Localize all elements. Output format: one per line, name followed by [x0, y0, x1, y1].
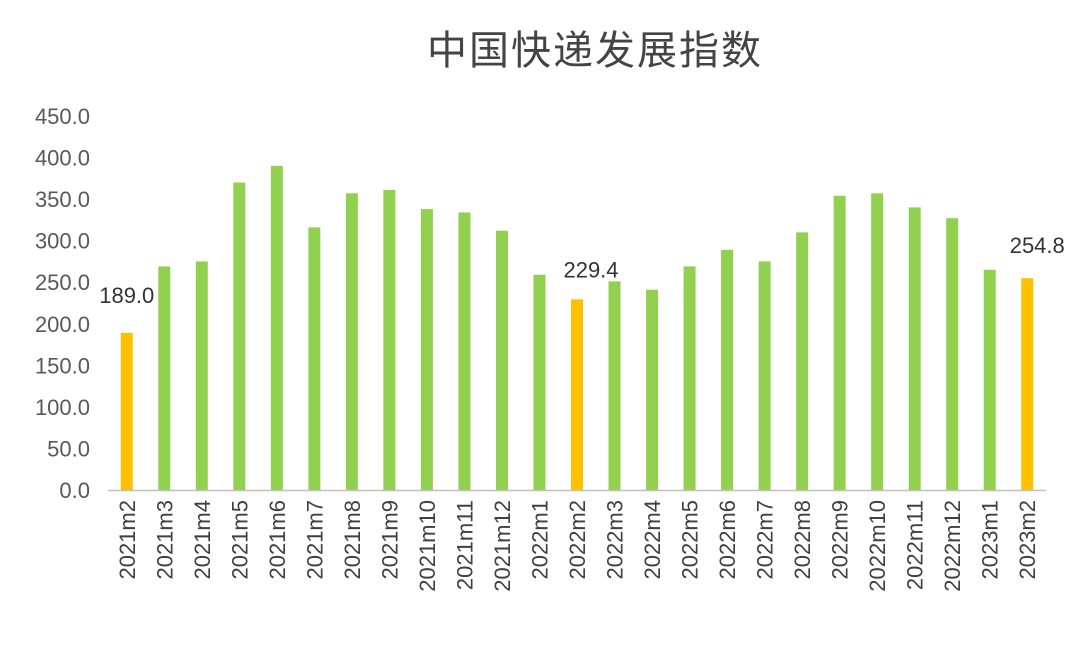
x-tick-label: 2021m8 — [340, 500, 365, 580]
bar-2022m10 — [871, 193, 884, 490]
x-tick-label: 2022m3 — [603, 500, 628, 580]
bar-2022m2 — [571, 299, 583, 490]
x-tick-label: 2022m6 — [715, 500, 740, 580]
bar-2023m1 — [983, 269, 996, 490]
x-tick-label: 2021m9 — [377, 500, 402, 580]
y-tick-label: 300.0 — [35, 229, 90, 254]
bar-2023m2 — [1021, 278, 1034, 490]
bar-2022m5 — [683, 266, 696, 490]
bar-2022m4 — [646, 289, 659, 490]
y-tick-label: 350.0 — [35, 187, 90, 212]
x-tick-label: 2021m7 — [302, 500, 327, 580]
bar-2021m10 — [420, 209, 433, 490]
x-tick-label: 2022m12 — [940, 500, 965, 592]
bar-2021m8 — [345, 193, 358, 490]
bar-2021m12 — [495, 230, 508, 490]
x-tick-label: 2022m1 — [527, 500, 552, 580]
y-tick-label: 250.0 — [35, 270, 90, 295]
y-tick-label: 400.0 — [35, 146, 90, 171]
x-tick-label: 2021m2 — [115, 500, 140, 580]
bar-2022m1 — [533, 274, 546, 490]
x-tick-label: 2021m11 — [452, 500, 477, 590]
x-tick-label: 2022m5 — [678, 500, 703, 580]
x-tick-label: 2021m6 — [265, 500, 290, 580]
bar-2022m9 — [833, 195, 846, 490]
y-tick-label: 100.0 — [35, 395, 90, 420]
data-label: 229.4 — [563, 257, 618, 282]
bar-2021m5 — [233, 182, 246, 490]
bar-2021m4 — [195, 261, 208, 490]
x-tick-label: 2022m7 — [753, 500, 778, 580]
y-tick-label: 0.0 — [59, 478, 90, 503]
bar-2021m2 — [120, 332, 133, 490]
y-tick-label: 450.0 — [35, 104, 90, 129]
x-tick-label: 2023m1 — [978, 500, 1003, 580]
y-tick-label: 200.0 — [35, 312, 90, 337]
x-tick-label: 2021m10 — [415, 500, 440, 592]
bars — [120, 165, 1034, 491]
chart-title: 中国快递发展指数 — [427, 28, 763, 74]
x-tick-label: 2022m8 — [790, 500, 815, 580]
bar-2021m9 — [383, 189, 396, 491]
x-tick-label: 2022m9 — [828, 500, 853, 580]
bar-2022m3 — [608, 281, 621, 490]
bar-2022m11 — [908, 207, 921, 490]
bar-2021m6 — [270, 165, 283, 490]
bar-2021m11 — [458, 212, 471, 491]
bar-2022m7 — [758, 261, 771, 490]
x-tick-label: 2022m11 — [903, 500, 928, 590]
y-tick-label: 50.0 — [47, 436, 90, 461]
bar-2022m6 — [721, 249, 734, 490]
x-tick-label: 2021m3 — [152, 500, 177, 580]
x-tick-label: 2021m12 — [490, 500, 515, 592]
x-tick-label: 2023m2 — [1015, 500, 1040, 580]
x-tick-label: 2021m4 — [190, 500, 215, 580]
y-axis-ticks: 0.0 50.0 100.0 150.0 200.0 250.0 300.0 350.0 400… — [35, 104, 90, 503]
x-tick-label: 2022m4 — [640, 500, 665, 580]
x-tick-label: 2021m5 — [227, 500, 252, 580]
data-label: 189.0 — [99, 283, 154, 308]
y-tick-label: 150.0 — [35, 353, 90, 378]
data-labels: 189.0 229.4 254.8 — [99, 233, 1065, 308]
x-axis-labels: 2021m2 2021m3 2021m4 2021m5 2021m6 2021m7 2021… — [115, 500, 1040, 592]
x-tick-label: 2022m10 — [865, 500, 890, 592]
x-tick-label: 2022m2 — [565, 500, 590, 580]
bar-2022m12 — [946, 218, 959, 490]
bar-2021m3 — [158, 266, 171, 490]
data-label: 254.8 — [1010, 233, 1065, 258]
bar-2022m8 — [796, 232, 809, 490]
bar-2021m7 — [308, 227, 321, 490]
